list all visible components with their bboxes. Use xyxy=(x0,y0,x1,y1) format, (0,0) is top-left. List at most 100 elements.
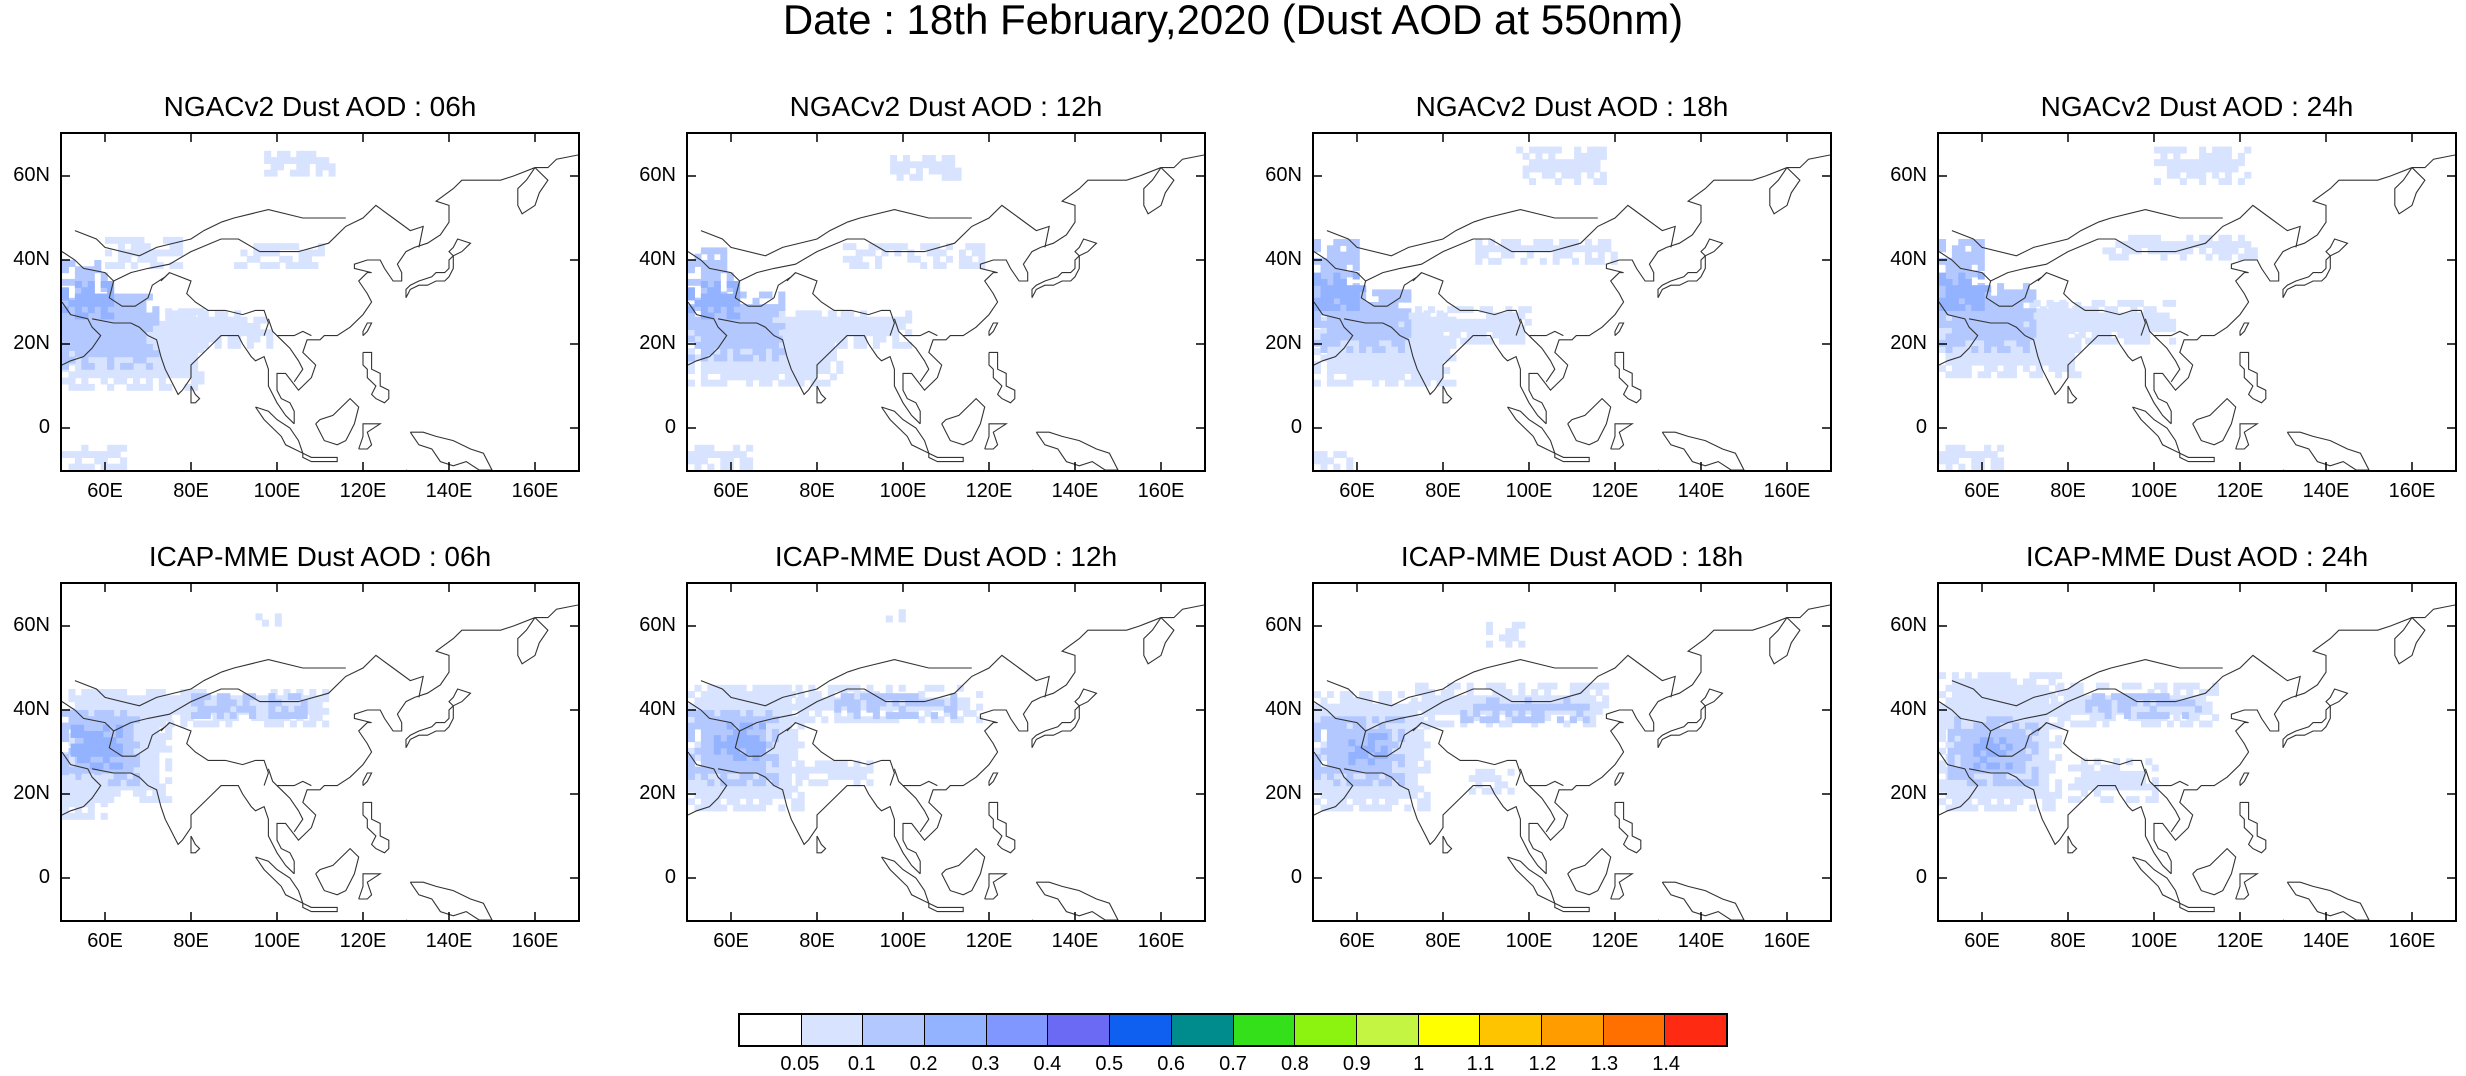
dust-aod-cell xyxy=(707,691,714,698)
dust-aod-cell xyxy=(785,792,792,799)
dust-aod-cell xyxy=(1333,239,1340,246)
dust-aod-cell xyxy=(1480,695,1487,702)
dust-aod-cell xyxy=(1424,367,1431,374)
dust-aod-cell xyxy=(1596,702,1603,709)
dust-aod-cell xyxy=(101,702,108,709)
dust-aod-cell xyxy=(2075,346,2082,353)
dust-aod-cell xyxy=(139,739,146,746)
dust-aod-cell xyxy=(114,773,121,780)
dust-aod-cell xyxy=(1391,334,1398,341)
coastline xyxy=(1555,453,1589,461)
dust-aod-cell xyxy=(1492,704,1499,711)
dust-aod-cell xyxy=(701,361,708,368)
dust-aod-cell xyxy=(701,300,708,307)
dust-aod-cell xyxy=(1596,689,1603,696)
coastline xyxy=(1144,618,1174,664)
dust-aod-cell xyxy=(714,697,721,704)
dust-aod-cell xyxy=(146,350,153,357)
dust-aod-cell xyxy=(1984,327,1991,334)
dust-aod-cell xyxy=(271,163,278,170)
dust-aod-cell xyxy=(1430,361,1437,368)
dust-aod-cell xyxy=(2092,331,2099,338)
dust-aod-cell xyxy=(1600,178,1607,185)
dust-aod-cell xyxy=(1574,178,1581,185)
dust-aod-cell xyxy=(1404,767,1411,774)
coastline xyxy=(303,453,337,461)
dust-aod-cell xyxy=(772,310,779,317)
dust-aod-cell xyxy=(727,754,734,761)
dust-aod-cell xyxy=(206,721,213,728)
dust-aod-cell xyxy=(1422,702,1429,709)
dust-aod-cell xyxy=(176,250,183,257)
dust-aod-cell xyxy=(834,700,841,707)
dust-aod-cell xyxy=(1359,367,1366,374)
dust-aod-cell xyxy=(733,313,740,320)
dust-aod-cell xyxy=(1508,788,1515,795)
dust-aod-cell xyxy=(94,702,101,709)
dust-aod-cell xyxy=(1417,805,1424,812)
dust-aod-cell xyxy=(815,704,822,711)
dust-aod-cell xyxy=(81,329,88,336)
dust-aod-cell xyxy=(695,336,702,343)
dust-aod-cell xyxy=(1353,367,1360,374)
dust-aod-cell xyxy=(1984,445,1991,452)
dust-aod-cell xyxy=(1411,767,1418,774)
dust-aod-cell xyxy=(714,710,721,717)
dust-aod-cell xyxy=(854,685,861,692)
dust-aod-cell xyxy=(1516,147,1523,154)
dust-aod-cell xyxy=(1368,739,1375,746)
dust-aod-cell xyxy=(1314,239,1321,246)
dust-aod-cell xyxy=(2219,159,2226,166)
dust-aod-cell xyxy=(1353,264,1360,271)
dust-aod-cell xyxy=(81,464,88,470)
dust-aod-cell xyxy=(1529,166,1536,173)
coastline xyxy=(1032,239,1097,298)
dust-aod-map xyxy=(1314,134,1830,470)
dust-aod-cell xyxy=(264,151,271,158)
dust-aod-cell xyxy=(2180,254,2187,261)
dust-aod-cell xyxy=(178,359,185,366)
dust-aod-cell xyxy=(1542,147,1549,154)
dust-aod-cell xyxy=(1348,758,1355,765)
dust-aod-cell xyxy=(1946,279,1953,286)
dust-aod-cell xyxy=(841,716,848,723)
dust-aod-cell xyxy=(1366,340,1373,347)
dust-aod-cell xyxy=(1939,457,1946,464)
dust-aod-cell xyxy=(174,702,181,709)
dust-aod-cell xyxy=(727,735,734,742)
dust-aod-cell xyxy=(1404,779,1411,786)
dust-aod-cell xyxy=(841,329,848,336)
dust-aod-cell xyxy=(847,317,854,324)
dust-aod-cell xyxy=(167,702,174,709)
dust-aod-cell xyxy=(714,451,721,458)
dust-aod-cell xyxy=(62,350,69,357)
dust-aod-cell xyxy=(869,250,876,257)
dust-aod-cell xyxy=(1404,742,1411,749)
dust-aod-cell xyxy=(1443,355,1450,362)
dust-aod-cell xyxy=(1372,361,1379,368)
dust-aod-cell xyxy=(798,798,805,805)
dust-aod-cell xyxy=(1574,166,1581,173)
dust-aod-cell xyxy=(1441,325,1448,332)
dust-aod-cell xyxy=(127,708,134,715)
dust-aod-cell xyxy=(131,243,138,250)
dust-aod-cell xyxy=(1346,380,1353,387)
dust-aod-cell xyxy=(281,706,288,713)
dust-aod-cell xyxy=(165,346,172,353)
dust-aod-cell xyxy=(1404,296,1411,303)
dust-aod-cell xyxy=(916,161,923,168)
dust-aod-cell xyxy=(107,363,114,370)
dust-aod-cell xyxy=(1368,746,1375,753)
coastline xyxy=(2154,155,2455,424)
dust-aod-cell xyxy=(2137,300,2144,307)
dust-aod-cell xyxy=(309,714,316,721)
dust-aod-cell xyxy=(294,693,301,700)
dust-aod-cell xyxy=(275,613,282,620)
dust-aod-cell xyxy=(1398,792,1405,799)
dust-aod-cell xyxy=(1385,380,1392,387)
dust-aod-cell xyxy=(821,323,828,330)
dust-aod-cell xyxy=(727,760,734,767)
dust-aod-cell xyxy=(772,367,779,374)
dust-aod-cell xyxy=(778,380,785,387)
dust-aod-cell xyxy=(888,243,895,250)
